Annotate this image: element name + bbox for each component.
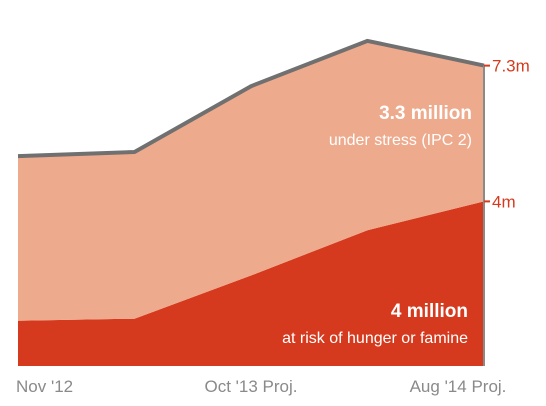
right-value-label-1: 4m	[492, 192, 516, 211]
right-axis-labels: 7.3m 4m	[484, 57, 530, 211]
area-series-1	[18, 40, 484, 321]
total-line	[17, 38, 485, 159]
x-tick-label: Oct '13 Proj.	[204, 377, 297, 396]
area-layer	[18, 40, 484, 366]
stress-value-label: 3.3 million	[379, 103, 472, 124]
stress-description-label: under stress (IPC 2)	[329, 132, 472, 149]
risk-value-label: 4 million	[391, 301, 468, 322]
line-layer	[17, 38, 485, 366]
x-axis: Nov '12 Oct '13 Proj. Aug '14 Proj.	[16, 377, 506, 396]
risk-description-label: at risk of hunger or famine	[282, 330, 468, 347]
x-tick-label: Nov '12	[16, 377, 73, 396]
area-series-0	[18, 201, 484, 366]
x-tick-label: Aug '14 Proj.	[410, 377, 507, 396]
right-value-label-0: 7.3m	[492, 57, 530, 76]
